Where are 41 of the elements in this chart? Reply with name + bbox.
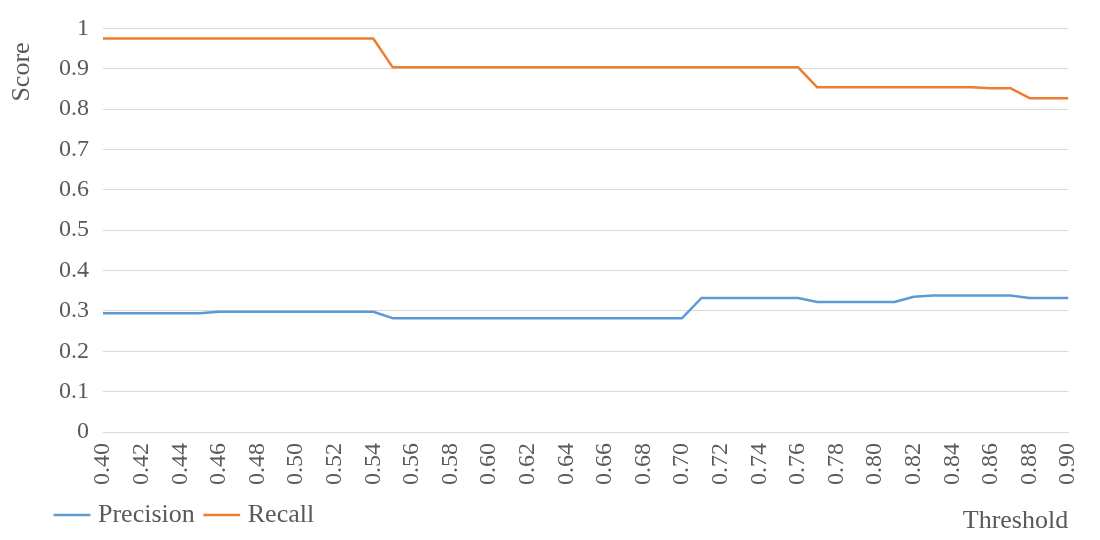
y-tick-label: 0.3	[59, 296, 89, 323]
y-tick-label: 0.9	[59, 54, 89, 81]
x-axis-title: Threshold	[962, 504, 1069, 534]
x-tick-label: 0.46	[204, 443, 231, 485]
x-tick-label: 0.58	[435, 443, 462, 485]
x-tick-label: 0.68	[628, 443, 655, 485]
x-tick-label: 0.64	[551, 443, 578, 485]
y-tick-label: 0.7	[59, 134, 89, 161]
x-tick-label: 0.74	[744, 443, 771, 485]
y-tick-label: 0.2	[59, 336, 89, 363]
y-tick-label: 0.1	[59, 376, 89, 403]
x-tick-label: 0.70	[667, 443, 694, 485]
x-tick-label: 0.86	[976, 443, 1003, 485]
y-tick-label: 0.6	[59, 175, 89, 202]
legend-label: Precision	[98, 498, 195, 528]
x-tick-label: 0.42	[126, 443, 153, 485]
x-tick-label: 0.72	[706, 443, 733, 485]
y-tick-label: 0.4	[59, 255, 89, 282]
x-tick-label: 0.44	[165, 443, 192, 485]
x-tick-label: 0.48	[242, 443, 269, 485]
x-tick-label: 0.50	[281, 443, 308, 485]
legend-label: Recall	[247, 498, 315, 528]
x-tick-label: 0.78	[821, 443, 848, 485]
x-tick-label: 0.62	[512, 443, 539, 485]
y-tick-label: 1	[77, 13, 89, 40]
x-tick-label: 0.60	[474, 443, 501, 485]
y-axis-title: Score	[5, 42, 35, 102]
x-tick-label: 0.80	[860, 443, 887, 485]
y-tick-label: 0.8	[59, 94, 89, 121]
x-tick-label: 0.90	[1053, 443, 1080, 485]
x-tick-label: 0.52	[319, 443, 346, 485]
x-tick-label: 0.82	[899, 443, 926, 485]
x-tick-label: 0.40	[88, 443, 115, 485]
x-tick-label: 0.84	[937, 443, 964, 485]
x-tick-label: 0.88	[1014, 443, 1041, 485]
x-tick-label: 0.76	[783, 443, 810, 485]
y-tick-label: 0	[77, 417, 89, 444]
x-tick-label: 0.66	[590, 443, 617, 485]
x-tick-label: 0.54	[358, 443, 385, 485]
y-tick-label: 0.5	[59, 215, 89, 242]
x-tick-label: 0.56	[397, 443, 424, 485]
